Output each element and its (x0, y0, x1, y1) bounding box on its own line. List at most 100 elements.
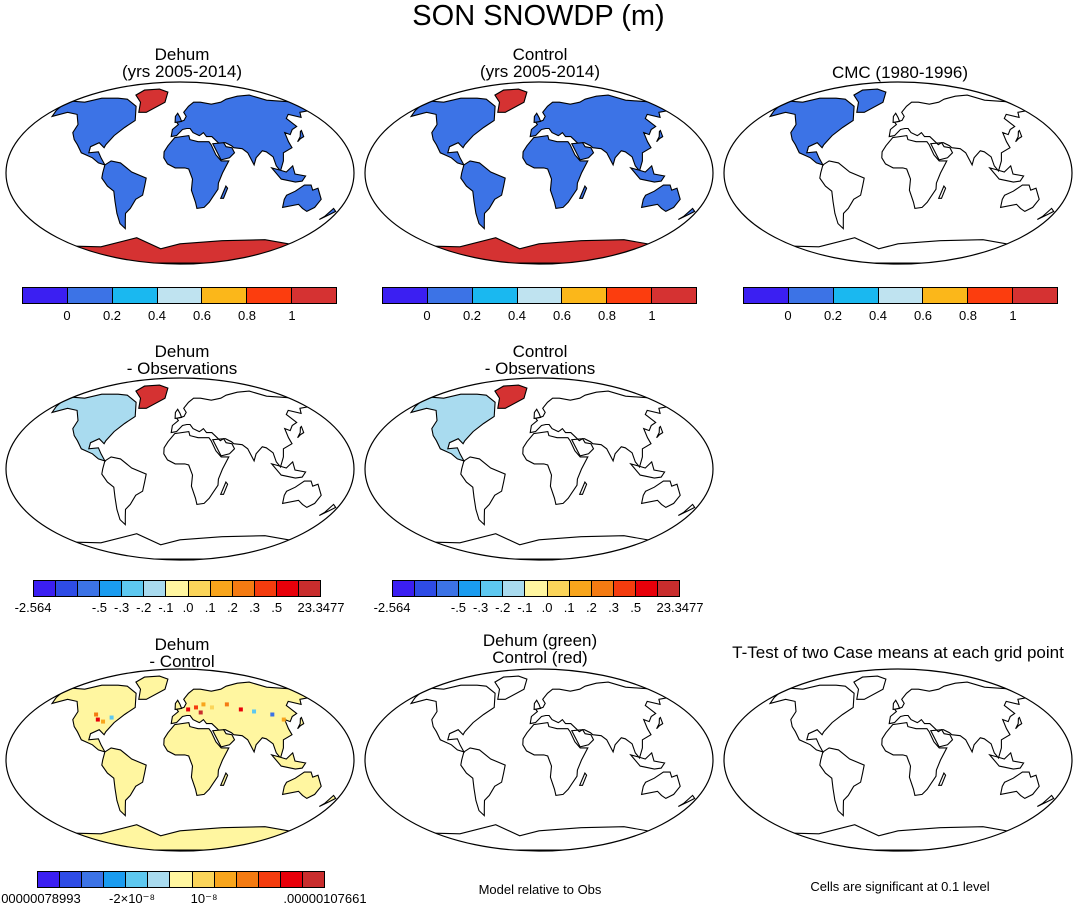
colorbar-swatch (247, 288, 293, 303)
colorbar-swatch (302, 872, 325, 887)
colorbar-tick-label: 0.6 (552, 308, 572, 323)
landmass-eurasia (888, 681, 1031, 760)
colorbar-swatch (415, 581, 438, 596)
colorbar-labels-dehum-obs: -2.564 -.5 -.3 -.2 -.1 .0 .1 .2 .3 .5 23.3477 (15, 600, 345, 616)
landmass-antarctica (776, 824, 1020, 851)
grid-cell (224, 702, 229, 707)
colorbar-swatch (591, 581, 614, 596)
landmass-eurasia (170, 390, 313, 469)
colorbar-tick-label: -.5 (450, 600, 467, 615)
landmass-greenland (853, 88, 887, 113)
landmass-nz (1037, 794, 1055, 807)
colorbar-tick-label: .2 (226, 600, 238, 615)
landmass-japan (1015, 129, 1023, 143)
colorbar-swatch (459, 581, 482, 596)
colorbar-tick-label: 0.6 (913, 308, 933, 323)
landmass-eurasia (529, 681, 672, 760)
colorbar-swatch (192, 872, 215, 887)
colorbar-tick-label: 0.4 (868, 308, 888, 323)
landmass-japan (1015, 716, 1023, 730)
landmass-antarctica (776, 237, 1020, 264)
landmass-namerica (50, 393, 137, 462)
landmass-namerica (409, 393, 496, 462)
landmass-australia (999, 184, 1040, 213)
colorbar-tick-label: 0.4 (507, 308, 527, 323)
landmass-japan (297, 129, 305, 143)
colorbar-swatch (635, 581, 658, 596)
colorbar-tick-label: 0 (784, 308, 792, 323)
panel-title-green-red: Dehum (green) Control (red) (482, 631, 598, 667)
colorbar-swatch (34, 581, 57, 596)
colorbar-tick-label: -.2 (136, 600, 152, 615)
grid-cell (109, 715, 114, 720)
colorbar-swatch (652, 288, 697, 303)
landmass-uk (174, 112, 183, 124)
landmass-antarctica (58, 237, 302, 264)
landmass-uk (892, 112, 901, 124)
landmass-namerica (50, 97, 137, 166)
landmass-greenland (135, 88, 169, 113)
colorbar-swatch (878, 288, 924, 303)
map-cmc (723, 81, 1073, 265)
colorbar-swatch (481, 581, 504, 596)
colorbar-tick-label: 0 (63, 308, 71, 323)
colorbar-swatch (383, 288, 428, 303)
colorbar-dehum-abs (22, 287, 337, 304)
colorbar-swatch (547, 581, 570, 596)
colorbar-swatch (232, 581, 255, 596)
landmass-antarctica (58, 824, 302, 851)
landmass-uk (533, 408, 542, 420)
colorbar-swatch (276, 581, 299, 596)
colorbar-control-obs (392, 580, 680, 597)
colorbar-tick-label: 0.8 (237, 308, 257, 323)
landmass-nz (319, 794, 337, 807)
colorbar-swatch (280, 872, 303, 887)
colorbar-tick-label: 0.4 (147, 308, 167, 323)
landmass-indonesia (270, 164, 307, 183)
landmass-japan (297, 425, 305, 439)
grid-cell (198, 710, 203, 715)
landmass-japan (656, 716, 664, 730)
map-border (364, 668, 714, 852)
colorbar-tick-label: 0.2 (462, 308, 482, 323)
colorbar-swatch (210, 581, 233, 596)
colorbar-tick-label: -.2 (495, 600, 511, 615)
landmass-uk (533, 699, 542, 711)
landmass-indonesia (270, 751, 307, 770)
colorbar-cmc (743, 287, 1058, 304)
colorbar-swatch (657, 581, 680, 596)
landmass-japan (297, 716, 305, 730)
map-green-red (364, 668, 714, 852)
landmass-madagascar (937, 185, 947, 199)
landmass-japan (656, 425, 664, 439)
landmass-eurasia (170, 94, 313, 173)
colorbar-swatch (78, 581, 101, 596)
colorbar-tick-label: -.3 (114, 600, 130, 615)
colorbar-tick-label: -.00000078993 (0, 891, 81, 906)
landmass-madagascar (937, 772, 947, 786)
landmass-samerica (101, 747, 147, 817)
colorbar-tick-label: .1 (563, 600, 575, 615)
landmass-greenland (494, 675, 528, 700)
landmass-arabia (570, 729, 595, 748)
colorbar-tick-label: 1 (648, 308, 656, 323)
grid-cell (238, 707, 243, 712)
map-border (364, 81, 714, 265)
colorbar-swatch (258, 872, 281, 887)
colorbar-tick-label: -2.564 (373, 600, 411, 615)
landmass-uk (533, 112, 542, 124)
map-control-abs (364, 81, 714, 265)
landmass-antarctica (58, 533, 302, 560)
colorbar-tick-label: -2×10⁻⁸ (109, 891, 156, 906)
colorbar-control-abs (382, 287, 697, 304)
landmass-samerica (460, 456, 506, 526)
colorbar-tick-label: .3 (608, 600, 619, 615)
landmass-arabia (929, 142, 954, 161)
panel-title-dehum-abs: Dehum (yrs 2005-2014) (121, 45, 242, 81)
landmass-namerica (50, 684, 137, 753)
colorbar-swatch (503, 581, 526, 596)
colorbar-tick-label: .3 (249, 600, 260, 615)
colorbar-swatch (744, 288, 789, 303)
colorbar-swatch (202, 288, 248, 303)
colorbar-swatch (292, 288, 337, 303)
